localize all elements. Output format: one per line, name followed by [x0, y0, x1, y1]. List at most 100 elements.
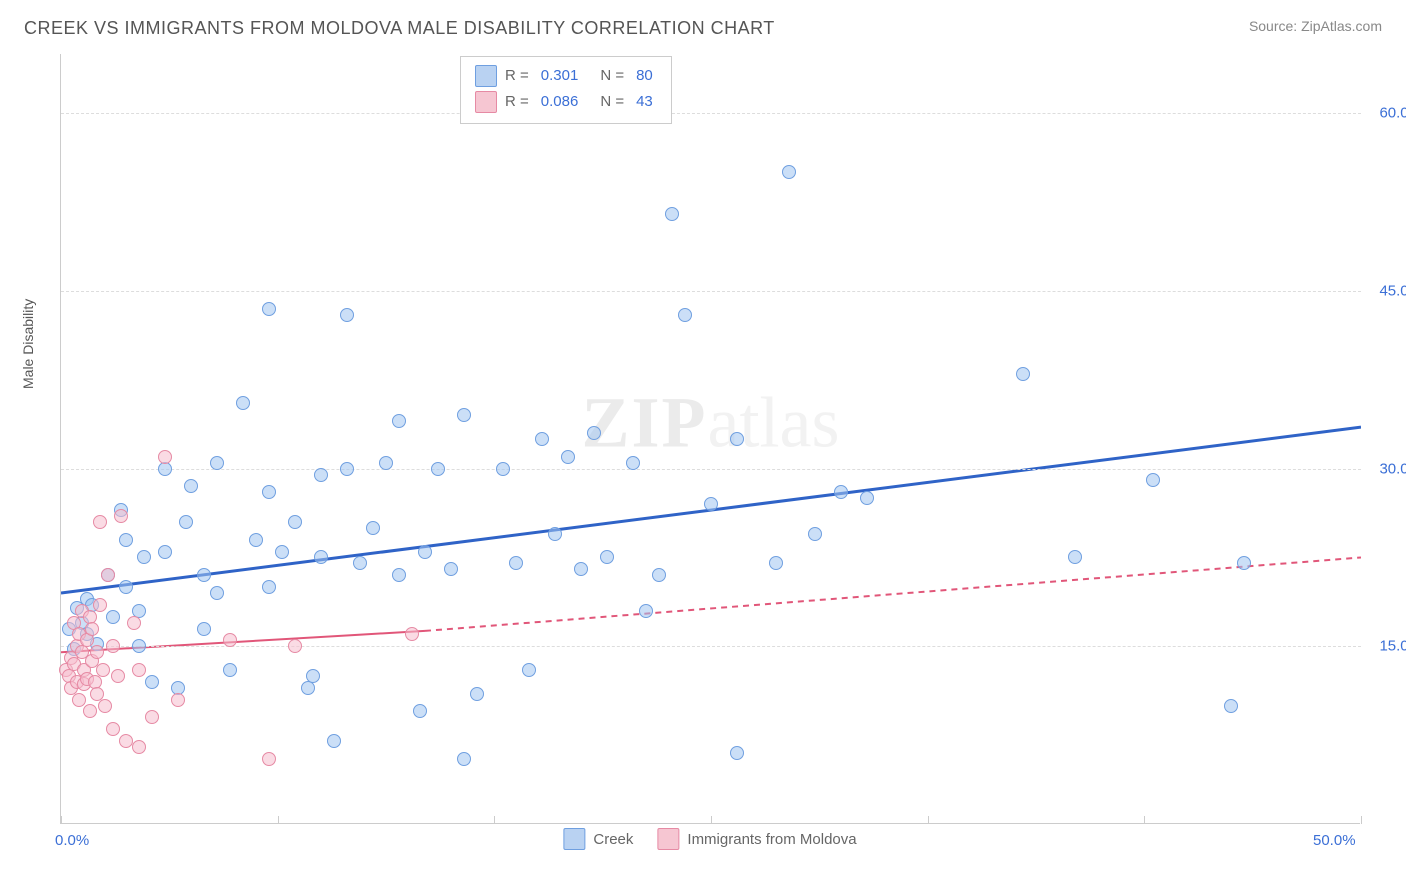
data-point [1237, 556, 1251, 570]
legend-item: Immigrants from Moldova [657, 828, 856, 850]
data-point [639, 604, 653, 618]
data-point [366, 521, 380, 535]
data-point [184, 479, 198, 493]
data-point [275, 545, 289, 559]
data-point [114, 509, 128, 523]
r-label: R = [505, 89, 529, 115]
data-point [782, 165, 796, 179]
data-point [197, 568, 211, 582]
data-point [496, 462, 510, 476]
n-value: 43 [636, 89, 653, 115]
data-point [119, 734, 133, 748]
data-point [93, 598, 107, 612]
trendlines [61, 54, 1361, 824]
data-point [145, 675, 159, 689]
chart-area: Male Disability ZIPatlas 15.0%30.0%45.0%… [60, 54, 1360, 824]
x-tick [1361, 816, 1362, 824]
data-point [574, 562, 588, 576]
data-point [652, 568, 666, 582]
data-point [127, 616, 141, 630]
data-point [106, 639, 120, 653]
data-point [1146, 473, 1160, 487]
data-point [340, 462, 354, 476]
data-point [106, 610, 120, 624]
data-point [197, 622, 211, 636]
data-point [288, 515, 302, 529]
data-point [704, 497, 718, 511]
legend-row: R =0.086N =43 [475, 89, 657, 115]
data-point [413, 704, 427, 718]
r-label: R = [505, 63, 529, 89]
gridline-h [61, 113, 1361, 114]
x-tick-label: 0.0% [55, 832, 89, 849]
x-tick [278, 816, 279, 824]
data-point [223, 663, 237, 677]
legend-swatch [475, 65, 497, 87]
data-point [262, 302, 276, 316]
data-point [626, 456, 640, 470]
data-point [392, 568, 406, 582]
legend-item: Creek [563, 828, 633, 850]
data-point [262, 485, 276, 499]
data-point [90, 645, 104, 659]
data-point [1224, 699, 1238, 713]
data-point [96, 663, 110, 677]
data-point [587, 426, 601, 440]
data-point [132, 663, 146, 677]
x-tick [928, 816, 929, 824]
data-point [431, 462, 445, 476]
data-point [210, 586, 224, 600]
data-point [223, 633, 237, 647]
data-point [665, 207, 679, 221]
x-tick-label: 50.0% [1313, 832, 1356, 849]
x-tick [711, 816, 712, 824]
x-tick [61, 816, 62, 824]
chart-title: CREEK VS IMMIGRANTS FROM MOLDOVA MALE DI… [24, 18, 775, 39]
data-point [522, 663, 536, 677]
data-point [158, 450, 172, 464]
data-point [769, 556, 783, 570]
gridline-h [61, 469, 1361, 470]
data-point [379, 456, 393, 470]
data-point [85, 622, 99, 636]
data-point [340, 308, 354, 322]
data-point [392, 414, 406, 428]
data-point [106, 722, 120, 736]
data-point [314, 550, 328, 564]
data-point [83, 704, 97, 718]
data-point [509, 556, 523, 570]
data-point [158, 545, 172, 559]
data-point [535, 432, 549, 446]
legend-label: Immigrants from Moldova [687, 831, 856, 848]
data-point [444, 562, 458, 576]
data-point [418, 545, 432, 559]
data-point [119, 580, 133, 594]
data-point [353, 556, 367, 570]
watermark-zip: ZIP [582, 383, 708, 463]
data-point [98, 699, 112, 713]
x-tick [1144, 816, 1145, 824]
y-tick-label: 30.0% [1379, 460, 1406, 477]
y-tick-label: 60.0% [1379, 105, 1406, 122]
data-point [730, 746, 744, 760]
data-point [179, 515, 193, 529]
data-point [249, 533, 263, 547]
legend-swatch [657, 828, 679, 850]
data-point [405, 627, 419, 641]
data-point [101, 568, 115, 582]
data-point [600, 550, 614, 564]
data-point [93, 515, 107, 529]
r-value: 0.301 [541, 63, 579, 89]
data-point [457, 408, 471, 422]
data-point [860, 491, 874, 505]
n-label: N = [600, 89, 624, 115]
correlation-legend: R =0.301N =80R =0.086N =43 [460, 56, 672, 124]
source-attribution: Source: ZipAtlas.com [1249, 18, 1382, 34]
y-tick-label: 45.0% [1379, 282, 1406, 299]
data-point [171, 693, 185, 707]
legend-label: Creek [593, 831, 633, 848]
data-point [306, 669, 320, 683]
legend-swatch [563, 828, 585, 850]
data-point [457, 752, 471, 766]
gridline-h [61, 646, 1361, 647]
